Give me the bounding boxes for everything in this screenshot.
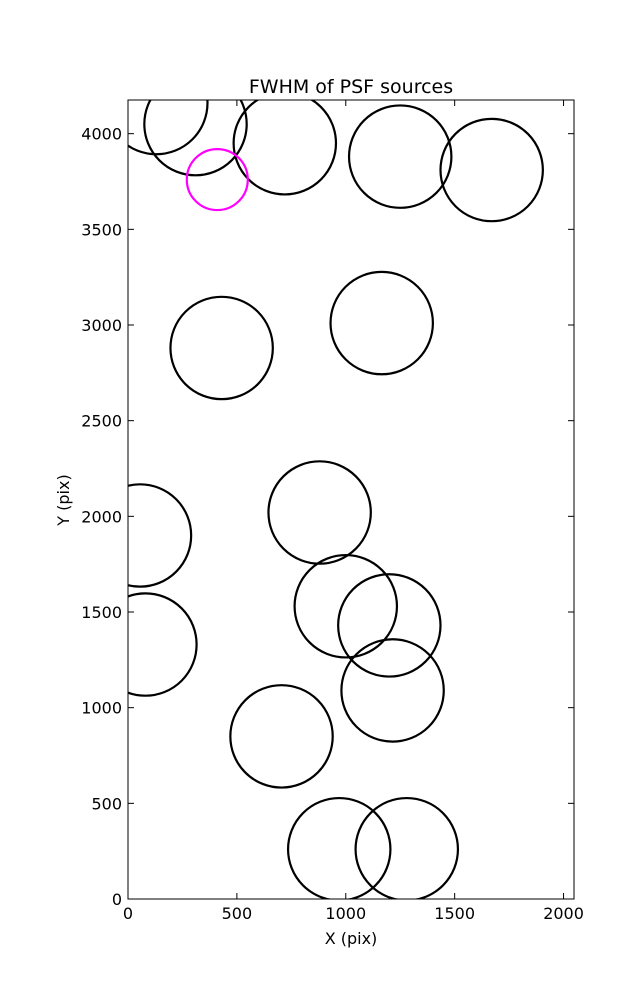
axis-ticks: 0 500 1000 1500 2000 0 500 1000 1500 2000 2500 3000… <box>81 100 584 923</box>
source-circle <box>439 117 544 223</box>
source-circle <box>267 460 372 565</box>
source-circle <box>293 553 399 659</box>
y-axis-label: Y (pix) <box>54 474 73 526</box>
y-tick-label: 2500 <box>81 412 122 431</box>
x-axis-label: X (pix) <box>325 929 378 948</box>
y-tick-label: 500 <box>91 794 122 813</box>
y-tick-label: 1000 <box>81 699 122 718</box>
y-tick-label: 3000 <box>81 316 122 335</box>
y-tick-label: 2000 <box>81 507 122 526</box>
source-circle <box>286 796 392 899</box>
y-tick-label: 4000 <box>81 125 122 144</box>
y-tick-label: 0 <box>112 890 122 909</box>
source-circle <box>329 270 434 376</box>
x-tick-label: 2000 <box>543 904 584 923</box>
highlighted-source-circle <box>185 147 249 212</box>
chart-title: FWHM of PSF sources <box>249 76 453 98</box>
source-circle <box>229 684 334 789</box>
plot-frame <box>127 99 575 900</box>
y-tick-label: 3500 <box>81 220 122 239</box>
y-tick-label: 1500 <box>81 603 122 622</box>
source-circle <box>347 104 453 209</box>
source-circle <box>128 100 209 156</box>
source-circle <box>232 100 338 196</box>
x-tick-label: 1500 <box>434 904 475 923</box>
source-circle <box>354 796 460 899</box>
source-circle <box>128 592 198 697</box>
x-tick-label: 0 <box>123 904 133 923</box>
x-tick-label: 1000 <box>325 904 366 923</box>
source-circle <box>143 100 248 177</box>
source-circle <box>337 573 442 678</box>
x-tick-label: 500 <box>222 904 253 923</box>
source-circle <box>169 295 274 401</box>
source-circle <box>340 638 445 743</box>
source-circle <box>128 483 193 588</box>
source-circles <box>128 100 544 899</box>
